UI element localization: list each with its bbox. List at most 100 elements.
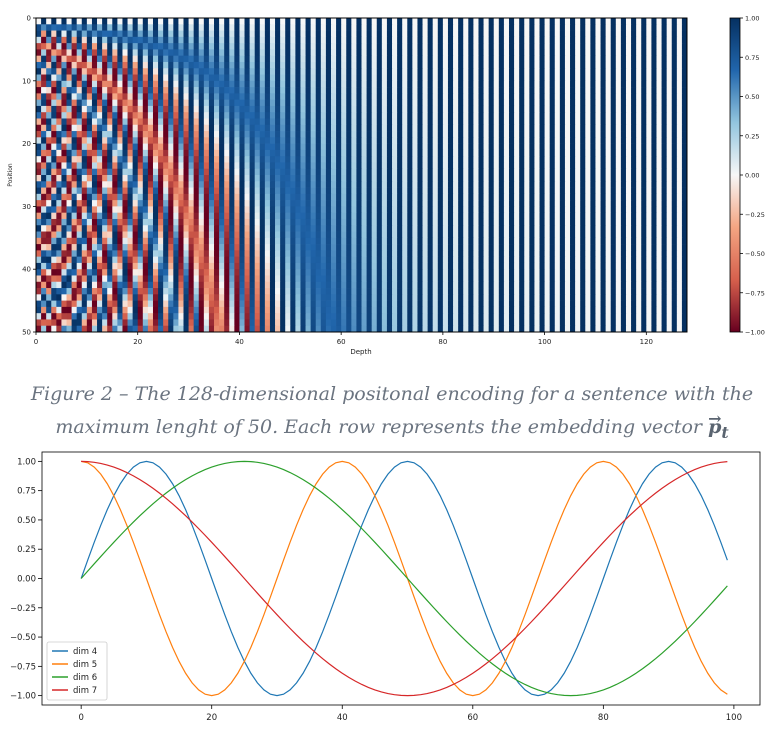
heatmap-cell <box>198 68 205 75</box>
heatmap-cell <box>580 149 586 157</box>
heatmap-cell <box>147 231 154 239</box>
heatmap-cell <box>361 30 367 38</box>
heatmap-cell <box>564 30 571 38</box>
heatmap-cell <box>437 80 444 88</box>
heatmap-cell <box>280 231 286 239</box>
heatmap-cell <box>453 193 459 201</box>
heatmap-cell <box>203 212 210 220</box>
heatmap-cell <box>132 149 139 157</box>
heatmap-cell <box>56 49 62 57</box>
heatmap-cell <box>112 212 118 220</box>
heatmap-cell <box>178 244 184 251</box>
heatmap-cell <box>158 187 164 195</box>
heatmap-cell <box>300 200 306 207</box>
heatmap-cell <box>564 193 571 201</box>
heatmap-cell <box>681 225 688 232</box>
heatmap-cell <box>392 156 398 163</box>
heatmap-cell <box>51 55 57 63</box>
heatmap-cell <box>376 187 383 195</box>
heatmap-cell <box>127 105 133 113</box>
heatmap-cell <box>478 206 484 214</box>
heatmap-cell <box>158 36 164 44</box>
heatmap-cell <box>147 24 154 31</box>
heatmap-cell <box>671 131 678 138</box>
heatmap-cell <box>570 131 576 138</box>
heatmap-cell <box>122 256 128 264</box>
heatmap-cell <box>397 256 403 264</box>
heatmap-cell <box>580 187 586 195</box>
heatmap-cell <box>81 105 88 113</box>
heatmap-cell <box>508 175 515 182</box>
heatmap-cell <box>386 93 393 100</box>
heatmap-cell <box>244 149 250 157</box>
heatmap-cell <box>76 87 83 94</box>
heatmap-cell <box>631 231 637 239</box>
heatmap-cell <box>483 225 489 232</box>
heatmap-cell <box>427 137 434 144</box>
heatmap-cell <box>36 193 42 201</box>
heatmap-cell <box>656 68 662 75</box>
heatmap-cell <box>264 156 271 163</box>
heatmap-cell <box>152 256 159 264</box>
heatmap-cell <box>239 99 245 107</box>
heatmap-cell <box>158 181 164 188</box>
heatmap-cell <box>605 112 612 119</box>
heatmap-cell <box>524 61 530 69</box>
heatmap-cell <box>295 55 301 63</box>
heatmap-cell <box>56 143 62 151</box>
heatmap-cell <box>142 256 149 264</box>
heatmap-cell <box>570 187 576 195</box>
heatmap-cell <box>392 118 398 126</box>
heatmap-cell <box>473 74 479 82</box>
heatmap-cell <box>361 225 367 232</box>
heatmap-cell <box>417 168 423 176</box>
heatmap-cell <box>112 187 118 195</box>
heatmap-cell <box>254 181 261 188</box>
heatmap-cell <box>671 36 678 44</box>
heatmap-cell <box>122 175 128 182</box>
heatmap-cell <box>76 225 83 232</box>
heatmap-cell <box>554 36 561 44</box>
heatmap-cell <box>71 131 78 138</box>
heatmap-cell <box>417 87 423 94</box>
heatmap-cell <box>290 24 296 31</box>
heatmap-cell <box>529 43 535 50</box>
heatmap-cell <box>442 61 449 69</box>
heatmap-cell <box>646 105 652 113</box>
heatmap-cell <box>36 143 42 151</box>
heatmap-cell <box>97 231 103 239</box>
heatmap-cell <box>590 149 596 157</box>
heatmap-cell <box>671 124 678 132</box>
heatmap-cell <box>392 43 398 50</box>
heatmap-cell <box>315 193 322 201</box>
heatmap-cell <box>259 200 266 207</box>
heatmap-cell <box>514 24 520 31</box>
heatmap-cell <box>208 143 215 151</box>
heatmap-cell <box>137 187 144 195</box>
heatmap-cell <box>412 137 418 144</box>
heatmap-cell <box>290 156 296 163</box>
heatmap-cell <box>259 87 266 94</box>
heatmap-cell <box>275 193 281 201</box>
heatmap-cell <box>97 118 103 126</box>
heatmap-cell <box>681 200 688 207</box>
heatmap-cell <box>36 206 42 214</box>
heatmap-cell <box>137 99 144 107</box>
heatmap-cell <box>503 55 510 63</box>
heatmap-cell <box>183 105 189 113</box>
heatmap-cell <box>330 237 337 245</box>
heatmap-cell <box>117 175 123 182</box>
heatmap-cell <box>254 124 261 132</box>
heatmap-cell <box>275 212 281 220</box>
heatmap-cell <box>132 225 139 232</box>
heatmap-cell <box>81 43 88 50</box>
heatmap-cell <box>102 149 108 157</box>
heatmap-cell <box>142 55 149 63</box>
heatmap-cell <box>631 225 637 232</box>
heatmap-cell <box>636 131 642 138</box>
heatmap-cell <box>234 225 240 232</box>
heatmap-cell <box>76 30 83 38</box>
heatmap-cell <box>224 131 230 138</box>
heatmap-cell <box>580 244 586 251</box>
